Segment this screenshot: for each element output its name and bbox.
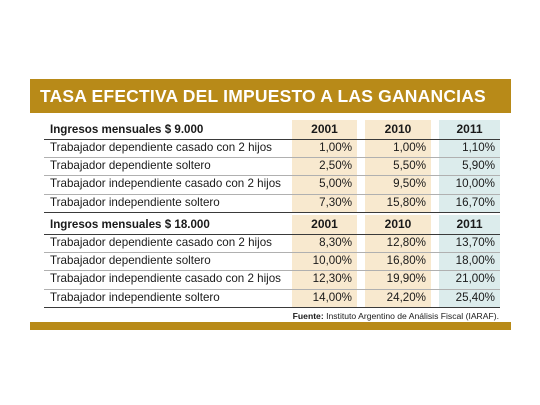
table-section: Ingresos mensuales $ 18.000 2001 2010 2011 T…	[44, 215, 500, 307]
value-cell-2011: 13,70%	[455, 236, 495, 249]
row-divider	[44, 157, 500, 159]
header-rule	[44, 234, 500, 235]
source-label: Fuente:	[292, 311, 324, 321]
value-cell-2010: 1,00%	[393, 141, 426, 154]
column-header-2011: 2011	[456, 217, 483, 231]
row-label: Trabajador independiente soltero	[50, 195, 220, 209]
column-shade-2011	[439, 120, 500, 212]
column-header-2010: 2010	[384, 217, 412, 231]
value-cell-2001: 5,00%	[319, 177, 352, 191]
row-divider	[44, 175, 500, 177]
value-cell-2010: 12,80%	[386, 236, 426, 249]
value-cell-2011: 16,70%	[455, 195, 495, 209]
row-divider	[44, 252, 500, 254]
value-cell-2011: 21,00%	[455, 272, 495, 286]
section-bottom-rule	[44, 306, 500, 308]
column-shade-2001	[292, 215, 357, 307]
value-cell-2011: 5,90%	[462, 159, 495, 173]
value-cell-2011: 1,10%	[462, 141, 495, 154]
row-label: Trabajador dependiente casado con 2 hijo…	[50, 236, 272, 249]
value-cell-2001: 2,50%	[319, 159, 352, 173]
value-cell-2001: 1,00%	[319, 141, 352, 154]
value-cell-2010: 9,50%	[393, 177, 426, 191]
header-rule	[44, 139, 500, 140]
value-cell-2001: 14,00%	[312, 290, 352, 304]
chart-title-bar: TASA EFECTIVA DEL IMPUESTO A LAS GANANCI…	[30, 79, 511, 113]
row-label: Trabajador independiente casado con 2 hi…	[50, 177, 281, 191]
value-cell-2010: 19,90%	[386, 272, 426, 286]
column-shade-2010	[365, 120, 431, 212]
value-cell-2011: 18,00%	[455, 254, 495, 268]
table-row: Trabajador independiente soltero 14,00% 24…	[44, 289, 500, 307]
row-label: Trabajador independiente soltero	[50, 290, 220, 304]
source-text: Instituto Argentino de Análisis Fiscal (…	[326, 311, 499, 321]
row-label: Trabajador dependiente soltero	[50, 254, 211, 268]
row-divider	[44, 193, 500, 195]
source-note: Fuente: Instituto Argentino de Análisis …	[293, 311, 499, 321]
row-label: Trabajador dependiente soltero	[50, 159, 211, 173]
row-label: Trabajador dependiente casado con 2 hijo…	[50, 141, 272, 154]
table-row: Trabajador dependiente soltero 2,50% 5,50%…	[44, 157, 500, 175]
column-header-2001: 2001	[311, 217, 338, 231]
section-header-row: Ingresos mensuales $ 9.000 2001 2010 2011	[44, 120, 500, 139]
value-cell-2001: 10,00%	[312, 254, 352, 268]
row-divider	[44, 288, 500, 290]
row-divider	[44, 270, 500, 272]
table-row: Trabajador dependiente casado con 2 hijo…	[44, 234, 500, 252]
chart-title: TASA EFECTIVA DEL IMPUESTO A LAS GANANCI…	[40, 85, 486, 106]
column-shade-2011	[439, 215, 500, 307]
column-header-2010: 2010	[384, 122, 412, 136]
column-shade-2001	[292, 120, 357, 212]
table-row: Trabajador dependiente soltero 10,00% 16,8…	[44, 252, 500, 270]
bottom-accent-bar	[30, 322, 511, 330]
table-row: Trabajador independiente casado con 2 hi…	[44, 270, 500, 288]
column-shade-2010	[365, 215, 431, 307]
table-row: Trabajador independiente casado con 2 hi…	[44, 175, 500, 193]
value-cell-2001: 12,30%	[312, 272, 352, 286]
section-bottom-rule	[44, 211, 500, 213]
value-cell-2010: 15,80%	[386, 195, 426, 209]
section-header-label: Ingresos mensuales $ 9.000	[50, 123, 204, 136]
column-header-2011: 2011	[456, 122, 483, 136]
value-cell-2001: 7,30%	[319, 195, 352, 209]
table-row: Trabajador independiente soltero 7,30% 15,…	[44, 194, 500, 212]
value-cell-2010: 24,20%	[386, 290, 426, 304]
row-label: Trabajador independiente casado con 2 hi…	[50, 272, 281, 286]
value-cell-2011: 10,00%	[455, 177, 495, 191]
table-row: Trabajador dependiente casado con 2 hijo…	[44, 139, 500, 157]
column-header-2001: 2001	[311, 122, 338, 136]
value-cell-2001: 8,30%	[319, 236, 352, 249]
section-header-label: Ingresos mensuales $ 18.000	[50, 218, 210, 231]
section-header-row: Ingresos mensuales $ 18.000 2001 2010 2011	[44, 215, 500, 234]
value-cell-2011: 25,40%	[455, 290, 495, 304]
value-cell-2010: 16,80%	[386, 254, 426, 268]
table-section: Ingresos mensuales $ 9.000 2001 2010 2011 Tr…	[44, 120, 500, 212]
value-cell-2010: 5,50%	[393, 159, 426, 173]
